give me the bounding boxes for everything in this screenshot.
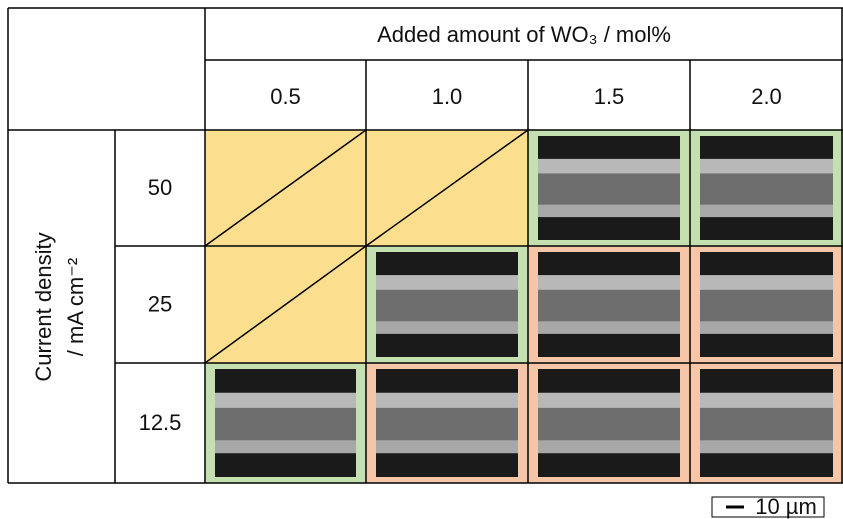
sem-substrate [376, 408, 518, 445]
sem-deposit [700, 205, 833, 217]
column-label: 1.0 [432, 84, 463, 109]
sem-deposit [376, 393, 518, 410]
sem-deposit [538, 205, 680, 217]
sem-substrate [700, 173, 833, 208]
sem-deposit [538, 275, 680, 292]
sem-substrate [700, 408, 833, 445]
sem-deposit [538, 321, 680, 334]
sem-deposit [215, 393, 356, 410]
figure-table: Added amount of WO₃ / mol% Current densi… [0, 0, 843, 519]
sem-deposit [700, 440, 833, 453]
sem-deposit [538, 440, 680, 453]
sem-deposit [538, 159, 680, 176]
sem-substrate [538, 408, 680, 445]
sem-substrate [538, 290, 680, 326]
column-label: 1.5 [594, 84, 625, 109]
sem-deposit [538, 393, 680, 410]
sem-substrate [700, 290, 833, 326]
column-label: 2.0 [751, 84, 782, 109]
sem-deposit [215, 440, 356, 453]
sem-deposit [700, 321, 833, 334]
header-title: Added amount of WO₃ / mol% [377, 22, 671, 47]
sem-substrate [376, 290, 518, 326]
sem-substrate [538, 173, 680, 208]
sem-substrate [215, 408, 356, 445]
column-label: 0.5 [270, 84, 301, 109]
sem-deposit [700, 159, 833, 176]
row-header-line: Current density [31, 232, 56, 381]
sem-deposit [376, 440, 518, 453]
sem-deposit [700, 393, 833, 410]
sem-deposit [376, 275, 518, 292]
sem-deposit [700, 275, 833, 292]
row-header: Current density / mA cm⁻² [31, 232, 88, 381]
row-label: 12.5 [139, 410, 182, 435]
row-header-line: / mA cm⁻² [63, 258, 88, 356]
row-label: 25 [148, 291, 172, 316]
scale-bar-label: 10 µm [755, 494, 817, 519]
sem-deposit [376, 321, 518, 334]
row-label: 50 [148, 175, 172, 200]
